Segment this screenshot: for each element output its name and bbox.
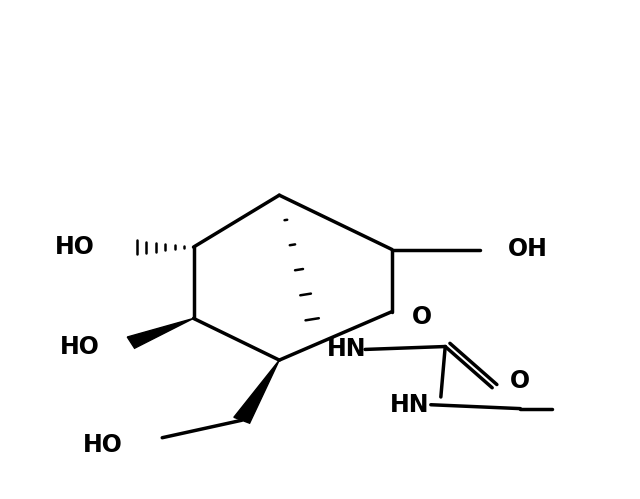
Text: HO: HO: [83, 433, 123, 457]
Text: HO: HO: [60, 335, 100, 359]
Text: HO: HO: [55, 235, 95, 259]
Polygon shape: [234, 360, 279, 423]
Text: OH: OH: [508, 238, 548, 261]
Text: HN: HN: [327, 337, 367, 361]
Text: O: O: [412, 305, 432, 329]
Polygon shape: [127, 318, 193, 348]
Text: O: O: [509, 369, 530, 393]
Text: HN: HN: [390, 393, 429, 417]
